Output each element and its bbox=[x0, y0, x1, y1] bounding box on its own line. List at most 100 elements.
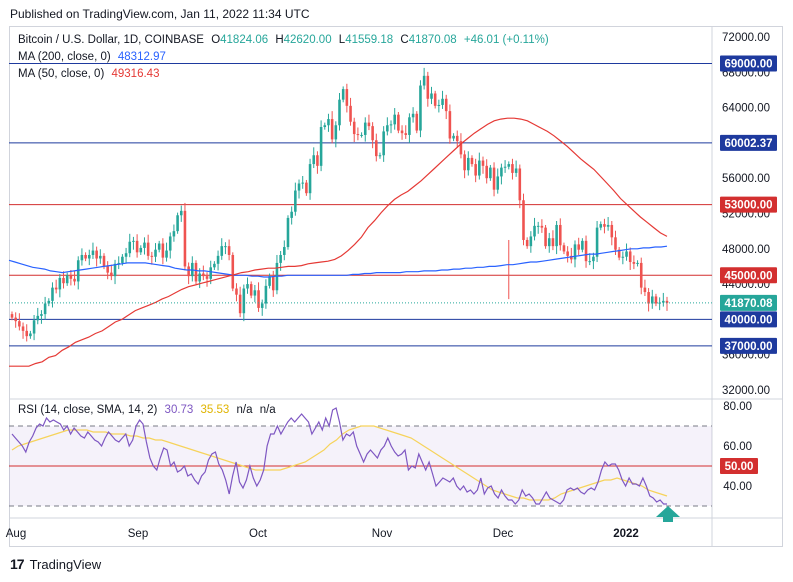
candle-body bbox=[32, 320, 36, 334]
candle-body bbox=[124, 253, 128, 257]
candle-body bbox=[338, 99, 341, 126]
candle-body bbox=[411, 113, 415, 118]
candle-body bbox=[150, 255, 154, 257]
candle-body bbox=[238, 294, 242, 314]
candle-body bbox=[95, 250, 98, 259]
candle-body bbox=[489, 167, 492, 179]
candle-body bbox=[459, 141, 463, 155]
candle-body bbox=[253, 290, 257, 296]
candle-body bbox=[386, 125, 389, 132]
candle-body bbox=[540, 225, 544, 228]
candle-body bbox=[426, 75, 430, 99]
candle-body bbox=[658, 302, 661, 304]
candle-body bbox=[40, 314, 43, 316]
footer-brand[interactable]: TradingView bbox=[29, 556, 102, 572]
candle-body bbox=[58, 277, 62, 290]
candle-body bbox=[80, 254, 84, 261]
candle-body bbox=[654, 296, 658, 304]
candle-body bbox=[662, 300, 665, 303]
candle-body bbox=[408, 117, 411, 135]
candle-body bbox=[511, 164, 514, 173]
legend-rsi: RSI (14, close, SMA, 14, 2) 30.73 35.53 … bbox=[18, 404, 276, 416]
candle-body bbox=[610, 224, 614, 238]
candle-body bbox=[455, 135, 459, 142]
candle-body bbox=[319, 127, 323, 166]
candle-body bbox=[639, 262, 643, 288]
candle-body bbox=[179, 210, 183, 216]
candle-body bbox=[474, 164, 477, 176]
candle-body bbox=[599, 224, 603, 228]
candle-body bbox=[36, 315, 40, 321]
candle-body bbox=[584, 240, 588, 262]
y-tick-label: 72000.00 bbox=[722, 32, 770, 44]
candle-body bbox=[65, 275, 69, 284]
candle-body bbox=[283, 247, 286, 255]
candle-body bbox=[485, 165, 488, 179]
legend-rsi-value: 30.73 bbox=[164, 404, 194, 416]
legend-open-label: O bbox=[211, 34, 221, 46]
legend-ma50-value: 49316.43 bbox=[111, 68, 160, 80]
candle-body bbox=[157, 243, 161, 250]
y-tick-label: 48000.00 bbox=[722, 244, 770, 256]
candle-body bbox=[216, 255, 220, 264]
candle-body bbox=[496, 176, 500, 190]
x-tick-label: Nov bbox=[372, 528, 393, 540]
candle-body bbox=[415, 113, 419, 131]
candle-body bbox=[665, 300, 669, 303]
candle-body bbox=[73, 278, 76, 282]
ma200-line bbox=[8, 245, 668, 278]
candle-body bbox=[305, 182, 308, 194]
candle-body bbox=[227, 246, 231, 255]
candle-body bbox=[308, 164, 312, 194]
candle-body bbox=[312, 155, 316, 165]
y-tick-label: 64000.00 bbox=[722, 103, 770, 115]
rsi-ma-line bbox=[11, 425, 668, 501]
candle-body bbox=[378, 155, 382, 157]
candle-body bbox=[194, 262, 198, 282]
legend-ma50: MA (50, close, 0) 49316.43 bbox=[18, 68, 159, 80]
candle-body bbox=[264, 285, 268, 304]
candle-body bbox=[47, 300, 51, 304]
candle-body bbox=[168, 236, 172, 251]
footer: 17 TradingView bbox=[10, 556, 101, 572]
candle-body bbox=[422, 75, 426, 86]
candle-body bbox=[146, 242, 150, 256]
candle-body bbox=[555, 224, 558, 247]
candle-body bbox=[87, 254, 91, 259]
legend-rsi-na1: n/a bbox=[236, 404, 253, 416]
chart-frame[interactable] bbox=[9, 26, 783, 547]
level-label-bg bbox=[720, 267, 777, 284]
published-note: Published on TradingView.com, Jan 11, 20… bbox=[10, 7, 310, 21]
candle-body bbox=[220, 246, 224, 256]
candle-body bbox=[360, 134, 363, 136]
candle-body bbox=[290, 211, 293, 218]
candle-body bbox=[257, 290, 260, 308]
candle-body bbox=[113, 263, 117, 277]
x-tick-label: Oct bbox=[249, 528, 268, 540]
candle-body bbox=[551, 238, 555, 247]
candle-body bbox=[625, 251, 628, 257]
candle-body bbox=[246, 284, 249, 289]
candle-body bbox=[345, 89, 349, 106]
candle-body bbox=[632, 262, 636, 264]
candle-body bbox=[433, 93, 437, 106]
candle-body bbox=[330, 119, 334, 140]
candle-body bbox=[334, 125, 338, 140]
legend-rsi-label: RSI (14, close, SMA, 14, 2) bbox=[18, 404, 158, 416]
candle-body bbox=[323, 125, 327, 128]
candle-body bbox=[452, 135, 455, 139]
candle-body bbox=[518, 168, 522, 201]
candle-body bbox=[397, 114, 400, 131]
tradingview-logo-icon[interactable]: 17 bbox=[10, 556, 25, 572]
candle-body bbox=[363, 122, 367, 135]
candle-body bbox=[643, 287, 647, 293]
candle-body bbox=[121, 256, 124, 263]
candle-body bbox=[562, 245, 566, 252]
candle-body bbox=[536, 225, 540, 227]
candle-body bbox=[294, 190, 297, 212]
candle-body bbox=[614, 237, 617, 250]
candle-body bbox=[268, 276, 271, 286]
candle-body bbox=[592, 256, 595, 262]
candle-body bbox=[176, 215, 179, 232]
candle-body bbox=[316, 155, 319, 166]
